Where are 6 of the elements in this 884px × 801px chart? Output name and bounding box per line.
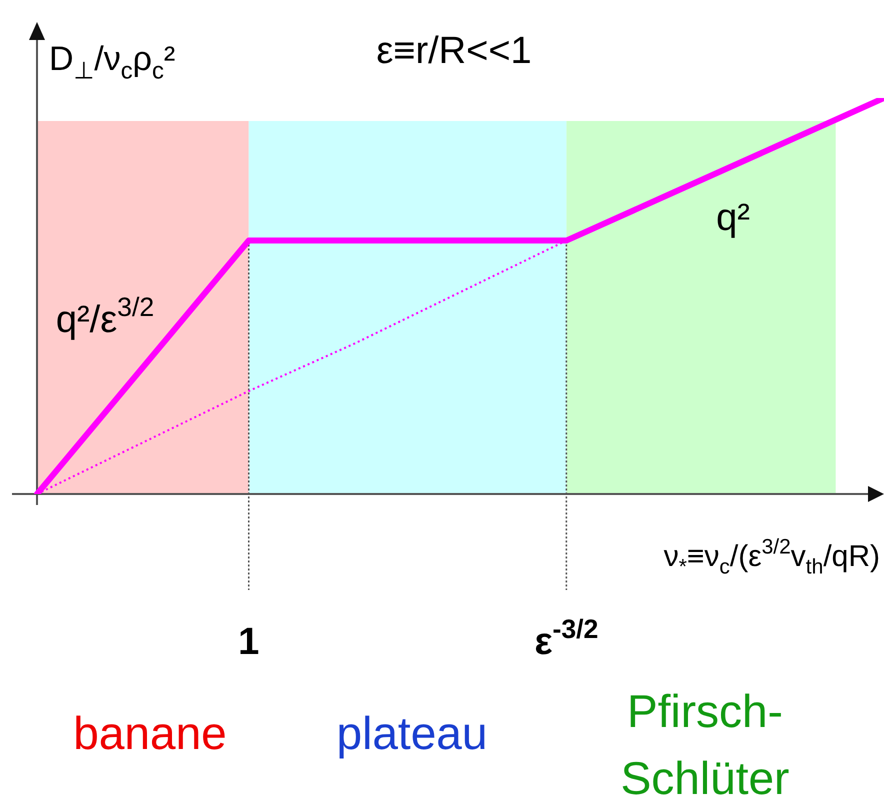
chart-title: ε≡r/R<<1 [376, 30, 532, 72]
text: plateau [336, 707, 488, 759]
text: banane [73, 707, 227, 759]
annotation: q² [716, 197, 750, 239]
text: Pfirsch-Schlüter [620, 685, 790, 801]
x-tick-label: 1 [238, 621, 260, 663]
